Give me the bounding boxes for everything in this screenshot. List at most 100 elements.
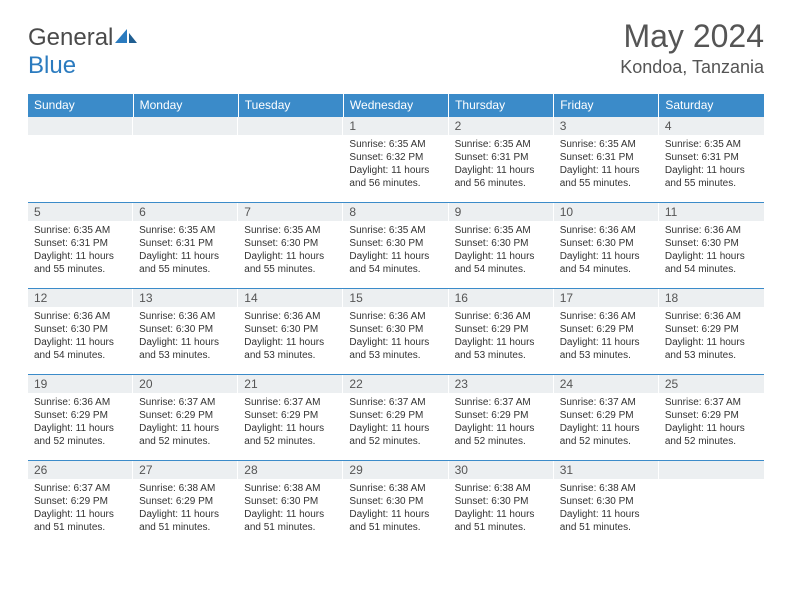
day-data: Sunrise: 6:36 AMSunset: 6:30 PMDaylight:… — [554, 221, 659, 280]
day-data: Sunrise: 6:38 AMSunset: 6:29 PMDaylight:… — [133, 479, 238, 538]
day-number: 26 — [28, 461, 133, 479]
day-number: 16 — [449, 289, 554, 307]
day-data — [133, 135, 238, 142]
calendar-cell: 25Sunrise: 6:37 AMSunset: 6:29 PMDayligh… — [659, 375, 764, 461]
calendar-cell: 28Sunrise: 6:38 AMSunset: 6:30 PMDayligh… — [238, 461, 343, 547]
day-number: 28 — [238, 461, 343, 479]
calendar-cell: 14Sunrise: 6:36 AMSunset: 6:30 PMDayligh… — [238, 289, 343, 375]
calendar-cell: 12Sunrise: 6:36 AMSunset: 6:30 PMDayligh… — [28, 289, 133, 375]
calendar-cell: 13Sunrise: 6:36 AMSunset: 6:30 PMDayligh… — [133, 289, 238, 375]
calendar-cell — [133, 117, 238, 203]
calendar-row: 26Sunrise: 6:37 AMSunset: 6:29 PMDayligh… — [28, 461, 764, 547]
day-data: Sunrise: 6:35 AMSunset: 6:30 PMDaylight:… — [449, 221, 554, 280]
day-data: Sunrise: 6:36 AMSunset: 6:30 PMDaylight:… — [28, 307, 133, 366]
calendar-cell: 2Sunrise: 6:35 AMSunset: 6:31 PMDaylight… — [449, 117, 554, 203]
calendar-cell — [28, 117, 133, 203]
calendar-cell — [238, 117, 343, 203]
day-data: Sunrise: 6:38 AMSunset: 6:30 PMDaylight:… — [343, 479, 448, 538]
calendar-cell: 21Sunrise: 6:37 AMSunset: 6:29 PMDayligh… — [238, 375, 343, 461]
calendar-cell: 17Sunrise: 6:36 AMSunset: 6:29 PMDayligh… — [554, 289, 659, 375]
calendar-cell: 5Sunrise: 6:35 AMSunset: 6:31 PMDaylight… — [28, 203, 133, 289]
calendar-row: 19Sunrise: 6:36 AMSunset: 6:29 PMDayligh… — [28, 375, 764, 461]
day-number: 30 — [449, 461, 554, 479]
calendar-cell — [659, 461, 764, 547]
day-data: Sunrise: 6:36 AMSunset: 6:29 PMDaylight:… — [659, 307, 764, 366]
day-number: 9 — [449, 203, 554, 221]
calendar-cell: 27Sunrise: 6:38 AMSunset: 6:29 PMDayligh… — [133, 461, 238, 547]
brand-name: GeneralBlue — [28, 24, 139, 80]
day-number: 8 — [343, 203, 448, 221]
calendar-body: 1Sunrise: 6:35 AMSunset: 6:32 PMDaylight… — [28, 117, 764, 547]
day-data: Sunrise: 6:37 AMSunset: 6:29 PMDaylight:… — [343, 393, 448, 452]
day-data: Sunrise: 6:35 AMSunset: 6:31 PMDaylight:… — [659, 135, 764, 194]
day-number: 29 — [343, 461, 448, 479]
calendar-cell: 16Sunrise: 6:36 AMSunset: 6:29 PMDayligh… — [449, 289, 554, 375]
day-number: 23 — [449, 375, 554, 393]
day-header: Wednesday — [343, 94, 448, 117]
day-number: 18 — [659, 289, 764, 307]
calendar-row: 12Sunrise: 6:36 AMSunset: 6:30 PMDayligh… — [28, 289, 764, 375]
day-data: Sunrise: 6:37 AMSunset: 6:29 PMDaylight:… — [28, 479, 133, 538]
calendar-cell: 29Sunrise: 6:38 AMSunset: 6:30 PMDayligh… — [343, 461, 448, 547]
day-number: 24 — [554, 375, 659, 393]
day-data: Sunrise: 6:37 AMSunset: 6:29 PMDaylight:… — [133, 393, 238, 452]
day-data: Sunrise: 6:36 AMSunset: 6:30 PMDaylight:… — [238, 307, 343, 366]
calendar-cell: 22Sunrise: 6:37 AMSunset: 6:29 PMDayligh… — [343, 375, 448, 461]
title-block: May 2024 Kondoa, Tanzania — [620, 18, 764, 78]
day-number: 10 — [554, 203, 659, 221]
day-data — [238, 135, 343, 142]
page-header: GeneralBlue May 2024 Kondoa, Tanzania — [28, 18, 764, 80]
calendar-cell: 7Sunrise: 6:35 AMSunset: 6:30 PMDaylight… — [238, 203, 343, 289]
day-data: Sunrise: 6:36 AMSunset: 6:29 PMDaylight:… — [449, 307, 554, 366]
day-data: Sunrise: 6:36 AMSunset: 6:30 PMDaylight:… — [659, 221, 764, 280]
day-number: 27 — [133, 461, 238, 479]
day-data: Sunrise: 6:36 AMSunset: 6:29 PMDaylight:… — [28, 393, 133, 452]
calendar-cell: 8Sunrise: 6:35 AMSunset: 6:30 PMDaylight… — [343, 203, 448, 289]
calendar-cell: 23Sunrise: 6:37 AMSunset: 6:29 PMDayligh… — [449, 375, 554, 461]
day-number: 15 — [343, 289, 448, 307]
day-number: 3 — [554, 117, 659, 135]
calendar-cell: 20Sunrise: 6:37 AMSunset: 6:29 PMDayligh… — [133, 375, 238, 461]
day-data: Sunrise: 6:35 AMSunset: 6:31 PMDaylight:… — [28, 221, 133, 280]
calendar-row: 5Sunrise: 6:35 AMSunset: 6:31 PMDaylight… — [28, 203, 764, 289]
day-data: Sunrise: 6:37 AMSunset: 6:29 PMDaylight:… — [554, 393, 659, 452]
day-data: Sunrise: 6:37 AMSunset: 6:29 PMDaylight:… — [659, 393, 764, 452]
calendar-cell: 1Sunrise: 6:35 AMSunset: 6:32 PMDaylight… — [343, 117, 448, 203]
calendar-cell: 3Sunrise: 6:35 AMSunset: 6:31 PMDaylight… — [554, 117, 659, 203]
day-data — [659, 479, 764, 486]
day-number: 19 — [28, 375, 133, 393]
day-number: 13 — [133, 289, 238, 307]
day-data: Sunrise: 6:36 AMSunset: 6:29 PMDaylight:… — [554, 307, 659, 366]
day-data: Sunrise: 6:35 AMSunset: 6:31 PMDaylight:… — [554, 135, 659, 194]
day-header: Tuesday — [238, 94, 343, 117]
day-header: Saturday — [659, 94, 764, 117]
day-number: 1 — [343, 117, 448, 135]
day-number — [238, 117, 343, 135]
day-number: 20 — [133, 375, 238, 393]
calendar-cell: 18Sunrise: 6:36 AMSunset: 6:29 PMDayligh… — [659, 289, 764, 375]
day-header: Thursday — [449, 94, 554, 117]
calendar-table: SundayMondayTuesdayWednesdayThursdayFrid… — [28, 94, 764, 547]
calendar-cell: 19Sunrise: 6:36 AMSunset: 6:29 PMDayligh… — [28, 375, 133, 461]
brand-name-blue: Blue — [28, 52, 76, 79]
calendar-cell: 31Sunrise: 6:38 AMSunset: 6:30 PMDayligh… — [554, 461, 659, 547]
day-data: Sunrise: 6:35 AMSunset: 6:30 PMDaylight:… — [238, 221, 343, 280]
day-number — [28, 117, 133, 135]
day-number: 5 — [28, 203, 133, 221]
calendar-head: SundayMondayTuesdayWednesdayThursdayFrid… — [28, 94, 764, 117]
calendar-row: 1Sunrise: 6:35 AMSunset: 6:32 PMDaylight… — [28, 117, 764, 203]
day-number — [659, 461, 764, 479]
day-data: Sunrise: 6:37 AMSunset: 6:29 PMDaylight:… — [449, 393, 554, 452]
logo-sail-icon — [113, 27, 139, 45]
calendar-cell: 11Sunrise: 6:36 AMSunset: 6:30 PMDayligh… — [659, 203, 764, 289]
day-data: Sunrise: 6:35 AMSunset: 6:30 PMDaylight:… — [343, 221, 448, 280]
day-data: Sunrise: 6:36 AMSunset: 6:30 PMDaylight:… — [343, 307, 448, 366]
calendar-cell: 15Sunrise: 6:36 AMSunset: 6:30 PMDayligh… — [343, 289, 448, 375]
day-data: Sunrise: 6:36 AMSunset: 6:30 PMDaylight:… — [133, 307, 238, 366]
day-data: Sunrise: 6:38 AMSunset: 6:30 PMDaylight:… — [449, 479, 554, 538]
day-number: 7 — [238, 203, 343, 221]
calendar-cell: 6Sunrise: 6:35 AMSunset: 6:31 PMDaylight… — [133, 203, 238, 289]
day-number: 2 — [449, 117, 554, 135]
day-number: 6 — [133, 203, 238, 221]
day-data: Sunrise: 6:38 AMSunset: 6:30 PMDaylight:… — [554, 479, 659, 538]
